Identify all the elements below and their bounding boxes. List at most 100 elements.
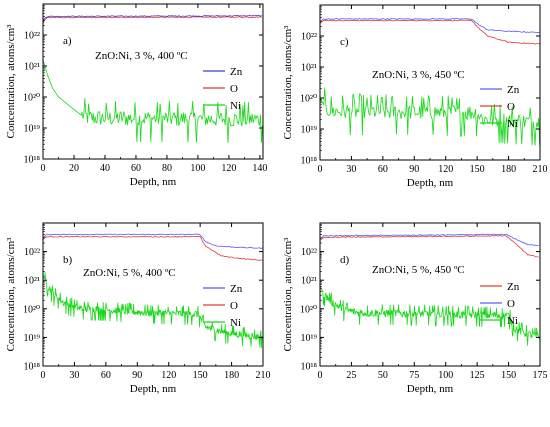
y-tick-label: 10¹⁸	[301, 362, 318, 373]
y-axis-label: Concentration, atoms/cm³	[5, 24, 17, 139]
plot-frame	[319, 222, 541, 367]
panel-label: d)	[340, 254, 350, 266]
chart-panel-0: 0 20 40 60 80 100 120 140 10¹⁸ 10¹⁹ 10²⁰ 10²¹ 10²² De…	[5, 3, 267, 188]
chart-annotation: ZnO:Ni, 3 %, 450 ºC	[372, 69, 465, 81]
series-line-ni	[43, 272, 263, 348]
x-tick-label: 0	[41, 163, 46, 174]
y-tick-label: 10¹⁸	[24, 362, 41, 373]
panel-label: c)	[340, 36, 349, 48]
chart-annotation: ZnO:Ni, 5 %, 400 ºC	[83, 267, 176, 279]
x-tick-label: 120	[221, 163, 236, 174]
x-tick-label: 60	[131, 163, 141, 174]
y-tick-label: 10¹⁹	[301, 125, 318, 136]
x-tick-label: 120	[161, 370, 176, 381]
y-tick-label: 10²⁰	[23, 93, 40, 104]
chart-panel-1: 0 30 60 90 120 150 180 210 10¹⁸ 10¹⁹ 10²⁰ 10²¹ 10²² D…	[282, 4, 548, 189]
x-tick-label: 60	[378, 164, 388, 175]
x-tick-label: 150	[470, 164, 485, 175]
legend-label-ni: Ni	[507, 118, 518, 130]
x-axis-label: Depth, nm	[407, 383, 454, 395]
series-line-o	[320, 233, 539, 246]
x-tick-label: 30	[69, 370, 79, 381]
y-tick-label: 10²²	[24, 31, 40, 42]
chart-panel-3: 0 25 50 75 100 125 150 175 10¹⁸ 10¹⁹ 10²⁰ 10²¹ 10²² D…	[282, 222, 548, 395]
legend-label-ni: Ni	[507, 315, 518, 327]
series-line-o	[320, 19, 540, 45]
chart-annotation: ZnO:Ni, 3 %, 400 ºC	[95, 50, 188, 62]
y-tick-label: 10²¹	[24, 276, 40, 287]
plot-frame	[42, 3, 264, 160]
x-axis-label: Depth, nm	[130, 176, 177, 188]
x-tick-label: 30	[346, 164, 356, 175]
y-tick-label: 10²²	[301, 32, 317, 43]
x-tick-label: 20	[69, 163, 79, 174]
x-axis-label: Depth, nm	[407, 177, 454, 189]
x-tick-label: 210	[256, 370, 271, 381]
x-tick-label: 0	[318, 164, 323, 175]
x-tick-label: 0	[318, 370, 323, 381]
series-line-o	[43, 235, 263, 261]
y-tick-label: 10¹⁹	[24, 333, 41, 344]
x-tick-label: 140	[252, 163, 267, 174]
x-tick-label: 100	[438, 370, 453, 381]
y-tick-label: 10¹⁹	[24, 124, 41, 135]
x-tick-label: 210	[533, 164, 548, 175]
x-tick-label: 180	[224, 370, 239, 381]
x-tick-label: 180	[501, 164, 516, 175]
y-tick-label: 10²²	[24, 247, 40, 258]
x-tick-label: 90	[409, 164, 419, 175]
x-tick-label: 150	[193, 370, 208, 381]
plot-area	[43, 14, 263, 143]
x-axis-label: Depth, nm	[130, 383, 177, 395]
x-tick-label: 100	[190, 163, 205, 174]
x-tick-label: 50	[378, 370, 388, 381]
panel-label: b)	[63, 254, 73, 266]
x-tick-label: 125	[470, 370, 485, 381]
series-line-zn	[320, 18, 540, 34]
y-tick-label: 10²¹	[301, 63, 317, 74]
series-line-ni	[43, 59, 263, 143]
legend: Zn O Ni	[480, 84, 520, 130]
legend: Zn O Ni	[203, 66, 243, 112]
legend-label-zn: Zn	[507, 84, 520, 96]
panel-label: a)	[63, 35, 72, 47]
plot-area	[320, 233, 540, 346]
legend-label-o: O	[230, 300, 238, 312]
y-tick-label: 10²⁰	[300, 94, 317, 105]
plot-area	[320, 18, 540, 146]
series-line-zn	[43, 14, 263, 23]
legend-label-o: O	[507, 298, 515, 310]
legend-label-zn: Zn	[230, 66, 243, 78]
y-tick-label: 10²⁰	[23, 304, 40, 315]
y-tick-label: 10²²	[301, 247, 317, 258]
series-line-o	[43, 16, 263, 25]
plot-area	[43, 233, 263, 348]
series-line-ni	[320, 87, 540, 146]
y-tick-label: 10²⁰	[300, 304, 317, 315]
series-line-ni	[320, 285, 540, 346]
x-tick-label: 150	[501, 370, 516, 381]
legend-label-ni: Ni	[230, 317, 241, 329]
chart-annotation: ZnO:Ni, 5 %, 450 ºC	[372, 264, 465, 276]
x-tick-label: 120	[438, 164, 453, 175]
y-tick-label: 10²¹	[24, 62, 40, 73]
y-tick-label: 10¹⁸	[24, 155, 41, 166]
y-tick-label: 10¹⁸	[301, 156, 318, 167]
y-axis-label: Concentration, atoms/cm³	[5, 237, 17, 352]
x-tick-label: 80	[162, 163, 172, 174]
series-line-zn	[43, 233, 263, 250]
series-line-zn	[320, 235, 539, 258]
legend-label-o: O	[507, 101, 515, 113]
x-tick-label: 75	[409, 370, 419, 381]
legend-label-ni: Ni	[230, 100, 241, 112]
y-tick-label: 10²¹	[301, 276, 317, 287]
chart-panel-2: 0 30 60 90 120 150 180 210 10¹⁸ 10¹⁹ 10²⁰ 10²¹ 10²² D…	[5, 222, 271, 395]
x-tick-label: 60	[101, 370, 111, 381]
x-tick-label: 0	[41, 370, 46, 381]
x-tick-label: 90	[132, 370, 142, 381]
legend-label-o: O	[230, 83, 238, 95]
legend-label-zn: Zn	[507, 281, 520, 293]
y-tick-label: 10¹⁹	[301, 333, 318, 344]
x-tick-label: 40	[100, 163, 110, 174]
